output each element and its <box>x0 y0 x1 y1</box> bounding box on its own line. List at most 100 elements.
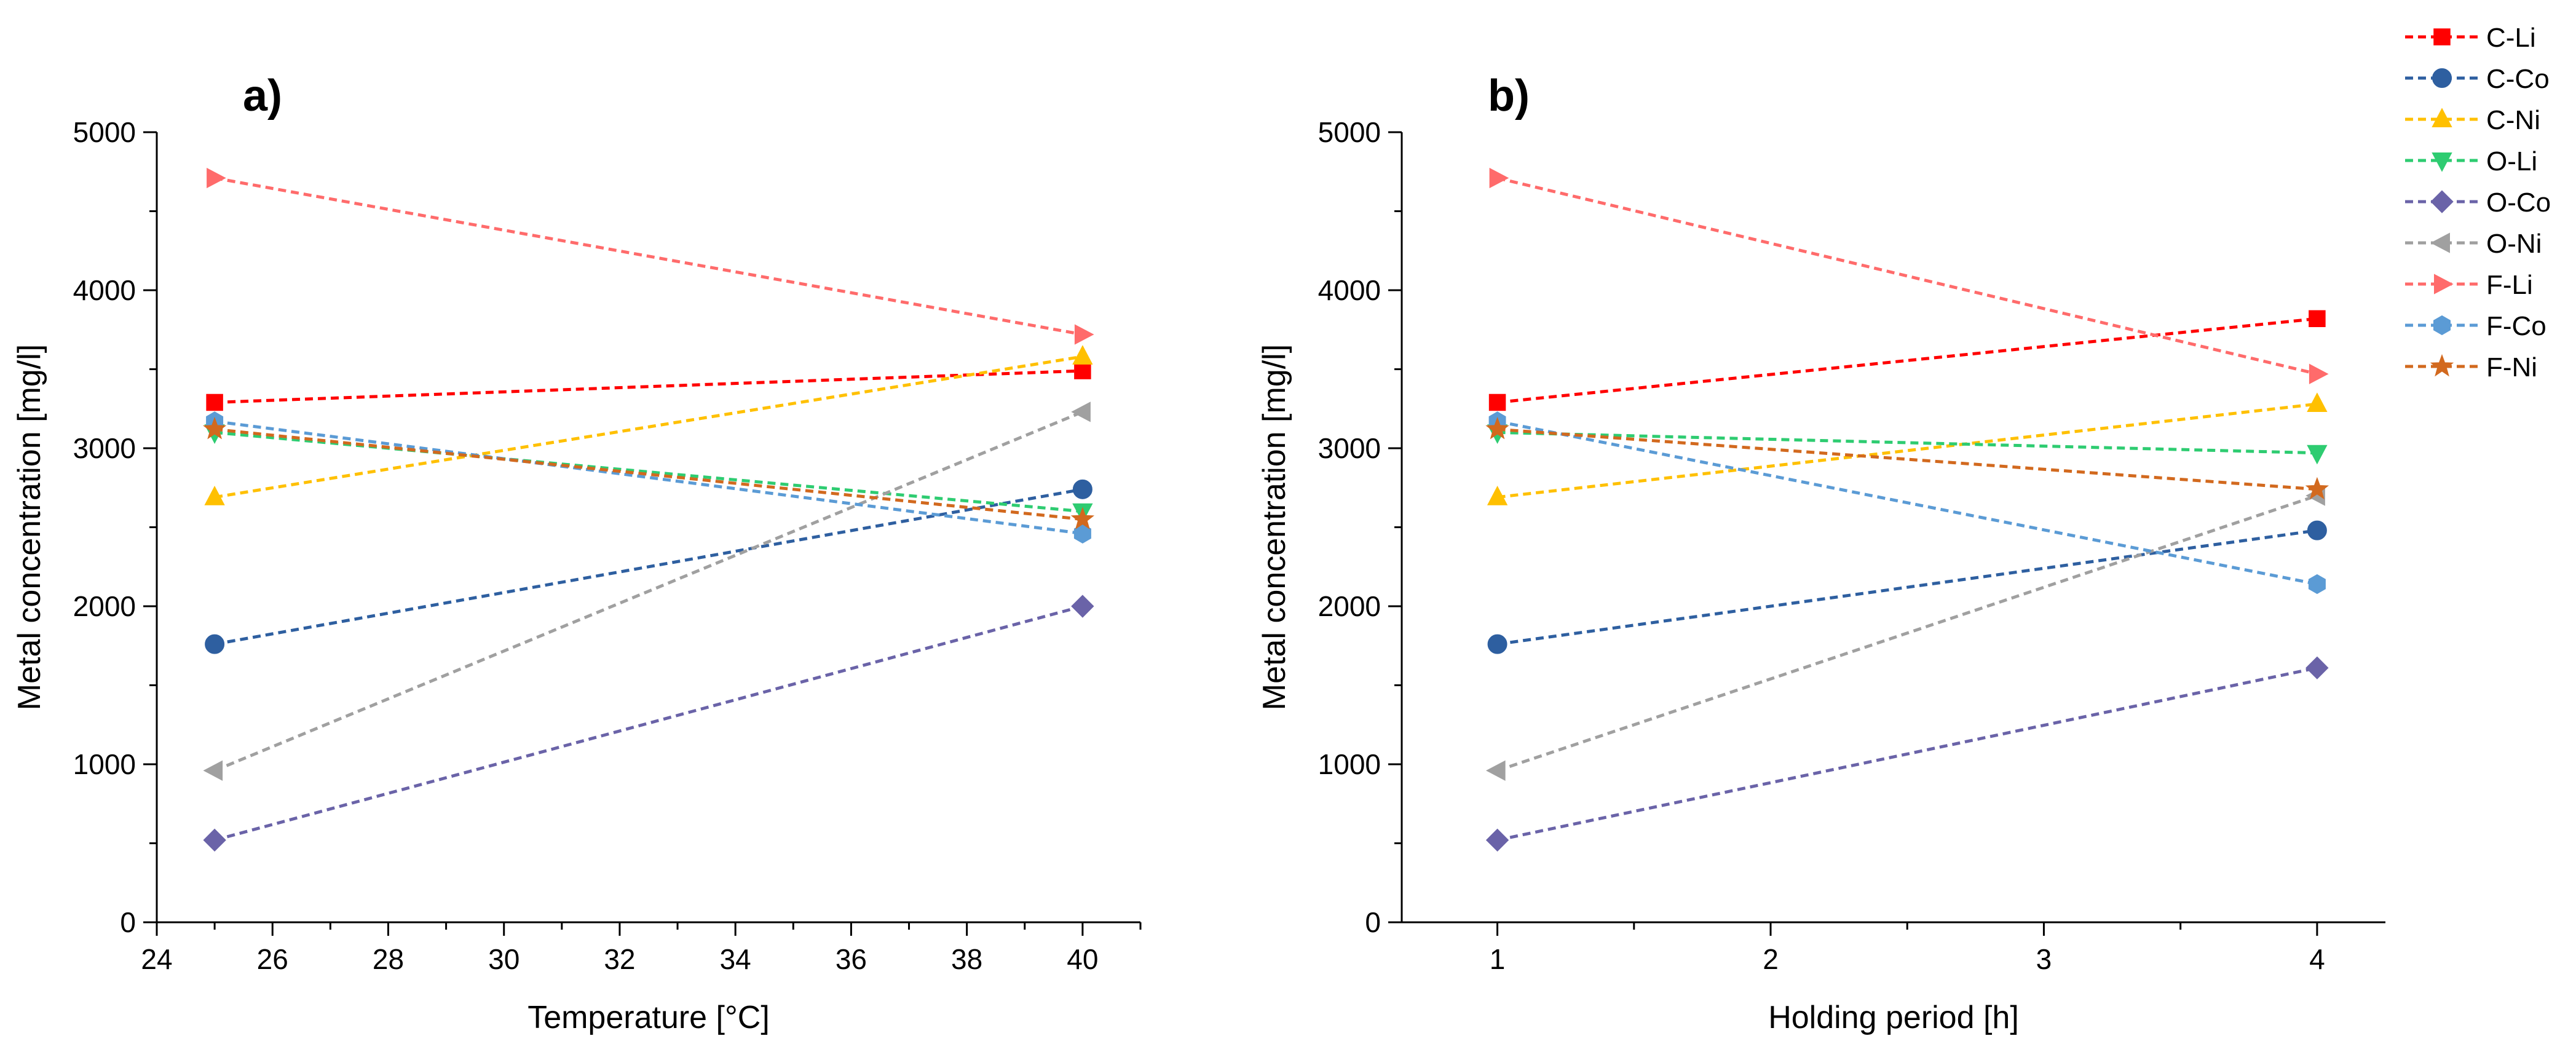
y-tick-label: 1000 <box>73 748 136 780</box>
x-tick-label: 38 <box>951 943 982 975</box>
data-point-f-li <box>1489 167 1509 189</box>
y-tick-label: 2000 <box>1318 590 1381 622</box>
x-tick-label: 36 <box>836 943 867 975</box>
data-point-f-ni <box>2305 477 2329 500</box>
data-point-f-ni <box>1485 417 1509 440</box>
series-line-o-ni <box>1496 494 2318 772</box>
series-line-c-ni <box>214 355 1083 499</box>
legend-label: C-Co <box>2486 64 2550 94</box>
data-point-o-ni <box>1485 760 1506 781</box>
series-line-o-ni <box>214 410 1083 772</box>
series-o-co <box>1485 656 2329 852</box>
x-axis-label: Temperature [°C] <box>527 1000 770 1035</box>
y-tick-label: 0 <box>120 906 136 938</box>
x-tick-label: 1 <box>1490 943 1506 975</box>
series-line-c-co <box>1497 529 2318 646</box>
series-line-f-co <box>214 419 1083 536</box>
y-tick-label: 1000 <box>1318 748 1381 780</box>
y-axis-label: Metal concentration [mg/l] <box>12 344 47 710</box>
legend-label: F-Ni <box>2486 352 2537 382</box>
series-f-ni <box>202 417 1095 529</box>
series-line-c-co <box>214 488 1083 646</box>
series-c-ni <box>204 345 1093 505</box>
chart-panel-1: 0 1000 2000 3000 4000 5000 24 26 28 30 32 34 36 38 40 T… <box>12 71 1142 1035</box>
data-point-c-co <box>1072 479 1092 499</box>
legend-label: C-Ni <box>2486 105 2540 135</box>
series-o-co <box>203 595 1094 852</box>
data-point-c-ni <box>1072 345 1093 365</box>
legend-item-f-co: F-Co <box>2405 311 2546 341</box>
series-line-f-co <box>1497 419 2318 586</box>
panel-label: b) <box>1488 71 1530 121</box>
y-tick-label: 5000 <box>1318 116 1381 148</box>
x-tick-label: 26 <box>257 943 288 975</box>
x-tick-label: 2 <box>1763 943 1779 975</box>
legend-marker <box>2432 152 2452 172</box>
series-line-o-li <box>1497 430 2317 455</box>
data-point-c-ni <box>1487 486 1508 505</box>
data-point-o-co <box>1485 828 1509 852</box>
data-point-c-co <box>205 634 225 654</box>
data-point-o-ni <box>1071 401 1091 422</box>
data-point-f-ni <box>202 417 227 440</box>
y-tick-label: 0 <box>1365 906 1381 938</box>
y-tick-label: 3000 <box>1318 432 1381 464</box>
x-axis-label: Holding period [h] <box>1768 1000 2019 1035</box>
series-line-o-co <box>214 604 1083 842</box>
data-point-f-li <box>207 167 226 189</box>
x-tick-label: 34 <box>720 943 751 975</box>
legend-item-c-ni: C-Ni <box>2405 105 2540 135</box>
data-point-c-li <box>2309 310 2326 328</box>
data-point-c-co <box>2307 520 2327 540</box>
legend-marker <box>2430 354 2454 377</box>
series-f-li <box>207 167 1094 345</box>
data-point-f-li <box>1074 324 1094 345</box>
data-point-o-co <box>203 828 226 852</box>
data-point-o-co <box>2305 656 2329 679</box>
data-point-c-li <box>1074 362 1091 379</box>
data-point-f-ni <box>1070 507 1095 529</box>
x-tick-label: 3 <box>2036 943 2052 975</box>
x-tick-label: 32 <box>604 943 635 975</box>
legend-marker <box>2433 28 2451 45</box>
chart-panel-2: 0 1000 2000 3000 4000 5000 1 2 3 4 Holding period … <box>1257 71 2385 1035</box>
legend-marker <box>2430 232 2450 253</box>
y-tick-label: 4000 <box>73 274 136 306</box>
series-c-co <box>205 479 1092 654</box>
x-tick-label: 30 <box>488 943 520 975</box>
legend-marker <box>2434 274 2454 295</box>
y-axis-label: Metal concentration [mg/l] <box>1257 344 1292 710</box>
data-point-c-li <box>1488 394 1506 411</box>
series-line-f-ni <box>1497 427 2318 491</box>
legend-item-o-ni: O-Ni <box>2405 229 2542 259</box>
y-tick-label: 4000 <box>1318 274 1381 306</box>
legend: C-Li C-Co C-Ni O-Li O-Co O-Ni F-Li F-Co F-Ni <box>2405 23 2551 382</box>
data-point-f-li <box>2309 363 2329 384</box>
y-tick-label: 5000 <box>73 116 136 148</box>
series-o-li <box>204 424 1093 523</box>
x-tick-label: 28 <box>373 943 404 975</box>
data-point-o-co <box>1071 595 1094 618</box>
x-tick-label: 4 <box>2309 943 2325 975</box>
legend-marker <box>2432 108 2452 127</box>
panel-label: a) <box>243 71 282 121</box>
legend-item-o-li: O-Li <box>2405 146 2537 176</box>
legend-label: O-Li <box>2486 146 2537 176</box>
series-f-li <box>1489 167 2329 384</box>
legend-marker <box>2433 315 2451 336</box>
legend-item-c-li: C-Li <box>2405 23 2536 53</box>
y-tick-label: 3000 <box>73 432 136 464</box>
series-line-f-li <box>1496 176 2318 376</box>
series-o-ni <box>203 401 1091 781</box>
x-tick-label: 24 <box>141 943 172 975</box>
series-o-ni <box>1485 485 2325 781</box>
data-point-c-li <box>206 394 223 411</box>
legend-label: C-Li <box>2486 23 2536 53</box>
legend-marker <box>2432 68 2452 88</box>
series-c-li <box>1488 310 2326 411</box>
legend-label: F-Co <box>2486 311 2546 341</box>
series-line-o-co <box>1497 666 2318 842</box>
legend-item-f-ni: F-Ni <box>2405 352 2537 382</box>
series-line-f-li <box>214 176 1083 336</box>
